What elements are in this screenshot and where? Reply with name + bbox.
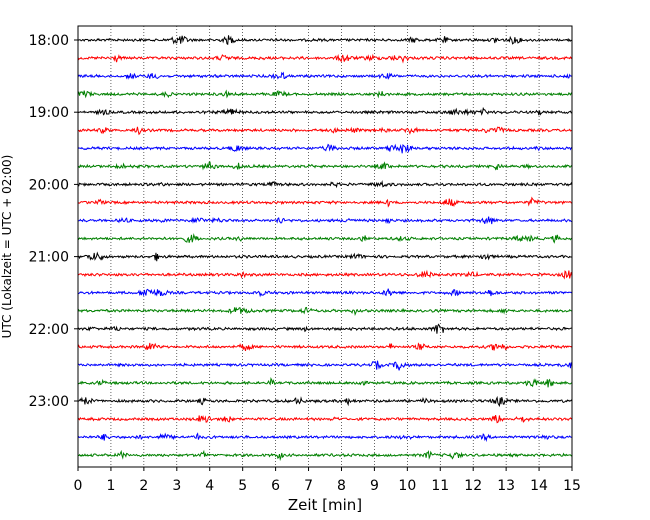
x-tick-label: 5: [238, 478, 247, 494]
trace-2045: [77, 232, 573, 244]
x-tick-label: 11: [431, 478, 449, 494]
trace-1900: [77, 106, 573, 117]
trace-2230: [77, 360, 573, 371]
trace-1845: [77, 89, 573, 99]
x-tick-label: 15: [563, 478, 581, 494]
trace-2000: [77, 180, 573, 189]
x-tick-label: 14: [530, 478, 548, 494]
trace-2300: [77, 395, 573, 408]
x-axis-label: Zeit [min]: [288, 496, 362, 514]
x-tick-label: 9: [370, 478, 379, 494]
trace-2315: [77, 414, 573, 424]
trace-2115: [77, 269, 573, 280]
x-tick-label: 8: [337, 478, 346, 494]
y-tick-label: 22:00: [29, 322, 69, 338]
y-axis-label: UTC (Lokalzeit = UTC + 02:00): [0, 155, 14, 339]
y-tick-label: 18:00: [29, 33, 69, 49]
x-tick-label: 4: [205, 478, 214, 494]
x-axis: 0 1 2 3 4 5 6 7 8 9 10 11 12 13 14 15: [74, 467, 581, 494]
x-tick-label: 12: [464, 478, 482, 494]
x-tick-label: 2: [139, 478, 148, 494]
trace-2015: [77, 196, 573, 208]
y-tick-label: 20:00: [29, 177, 69, 193]
x-tick-label: 0: [74, 478, 83, 494]
trace-group: [77, 35, 573, 462]
trace-2215: [77, 342, 573, 352]
trace-1930: [77, 143, 573, 154]
trace-2330: [77, 432, 573, 443]
trace-1830: [77, 71, 573, 80]
trace-2145: [77, 306, 573, 317]
trace-2130: [77, 288, 573, 298]
trace-2030: [77, 216, 573, 225]
trace-1945: [77, 161, 573, 171]
trace-2345: [77, 449, 573, 462]
y-tick-label: 21:00: [29, 250, 69, 266]
x-tick-label: 13: [497, 478, 515, 494]
trace-1815: [77, 53, 573, 64]
x-tick-label: 3: [172, 478, 181, 494]
trace-2200: [77, 323, 573, 334]
y-tick-label: 23:00: [29, 394, 69, 410]
trace-1915: [77, 126, 573, 136]
x-tick-label: 7: [304, 478, 313, 494]
y-tick-label: 19:00: [29, 105, 69, 121]
x-tick-label: 6: [271, 478, 280, 494]
trace-2245: [77, 376, 573, 388]
y-axis: 18:00 19:00 20:00 21:00 22:00 23:00: [29, 33, 78, 410]
x-tick-label: 1: [106, 478, 115, 494]
x-tick-label: 10: [398, 478, 416, 494]
trace-2100: [77, 251, 573, 262]
plot-frame: [77, 25, 573, 468]
trace-1800: [77, 35, 573, 46]
